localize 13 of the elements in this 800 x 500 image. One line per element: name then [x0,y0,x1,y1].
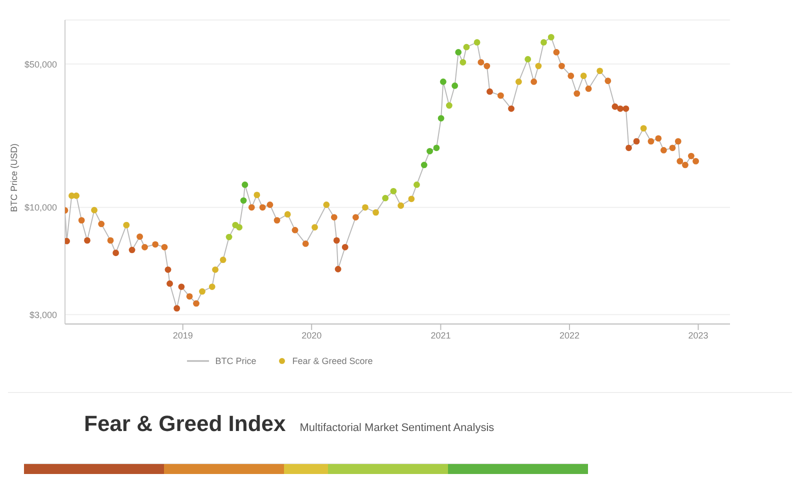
legend-label: BTC Price [214,356,256,366]
x-tick-label: 2023 [688,330,708,340]
legend-label: Fear & Greed Score [291,356,373,366]
x-tick-label: 2019 [172,330,193,340]
y-tick-label: $50,000 [24,59,57,70]
x-tick-label: 2021 [430,330,451,340]
x-tick-label: 2020 [302,330,322,340]
text: Multifactorial Market Sentiment Analysis [300,422,494,434]
text: Fear & Greed Index [84,411,286,437]
y-axis-title: BTC Price (USD) [9,143,20,212]
x-tick-label: 2022 [559,330,580,340]
y-tick-label: $10,000 [24,202,57,213]
y-tick-label: $3,000 [29,310,57,320]
